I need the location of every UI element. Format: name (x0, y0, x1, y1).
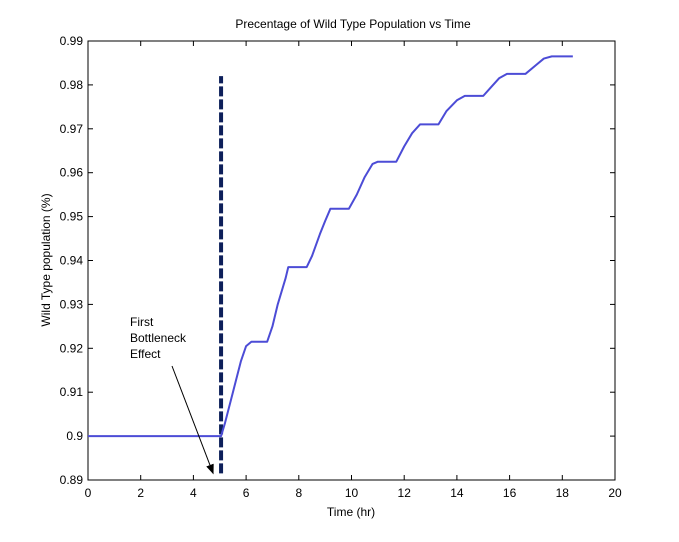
y-tick-label: 0.94 (60, 254, 84, 268)
annotation-group: First Bottleneck Effect (130, 315, 214, 475)
x-tick-labels: 0 2 4 6 8 10 12 14 16 18 20 (85, 486, 622, 500)
x-tick-label: 8 (295, 486, 302, 500)
y-tick-label: 0.91 (60, 385, 84, 399)
y-tick-label: 0.89 (60, 473, 84, 487)
y-tick-label: 0.93 (60, 297, 84, 311)
x-tick-label: 10 (345, 486, 359, 500)
x-tick-label: 4 (190, 486, 197, 500)
y-tick-label: 0.92 (60, 341, 84, 355)
y-tick-label: 0.98 (60, 78, 84, 92)
y-tick-label: 0.96 (60, 166, 84, 180)
chart-title: Precentage of Wild Type Population vs Ti… (235, 17, 471, 31)
annotation-line-1: First (130, 315, 154, 329)
x-tick-label: 14 (450, 486, 464, 500)
plot-area (87, 40, 616, 481)
x-tick-label: 20 (608, 486, 622, 500)
annotation-arrow (171, 365, 214, 475)
y-tick-label: 0.99 (60, 34, 84, 48)
x-tick-label: 12 (398, 486, 412, 500)
x-tick-label: 6 (243, 486, 250, 500)
x-tick-label: 16 (503, 486, 517, 500)
y-tick-label: 0.9 (66, 429, 83, 443)
y-tick-label: 0.97 (60, 122, 84, 136)
x-axis-label: Time (hr) (327, 505, 375, 519)
y-tick-label: 0.95 (60, 210, 84, 224)
y-axis-label: Wild Type population (%) (39, 193, 53, 326)
annotation-line-3: Effect (130, 347, 161, 361)
x-tick-label: 18 (556, 486, 570, 500)
y-tick-labels: 0.89 0.9 0.91 0.92 0.93 0.94 0.95 0.96 0.97 0.98 0… (60, 34, 84, 487)
x-tick-label: 2 (137, 486, 144, 500)
x-tick-label: 0 (85, 486, 92, 500)
annotation-line-2: Bottleneck (130, 331, 187, 345)
series-line (88, 55, 573, 438)
